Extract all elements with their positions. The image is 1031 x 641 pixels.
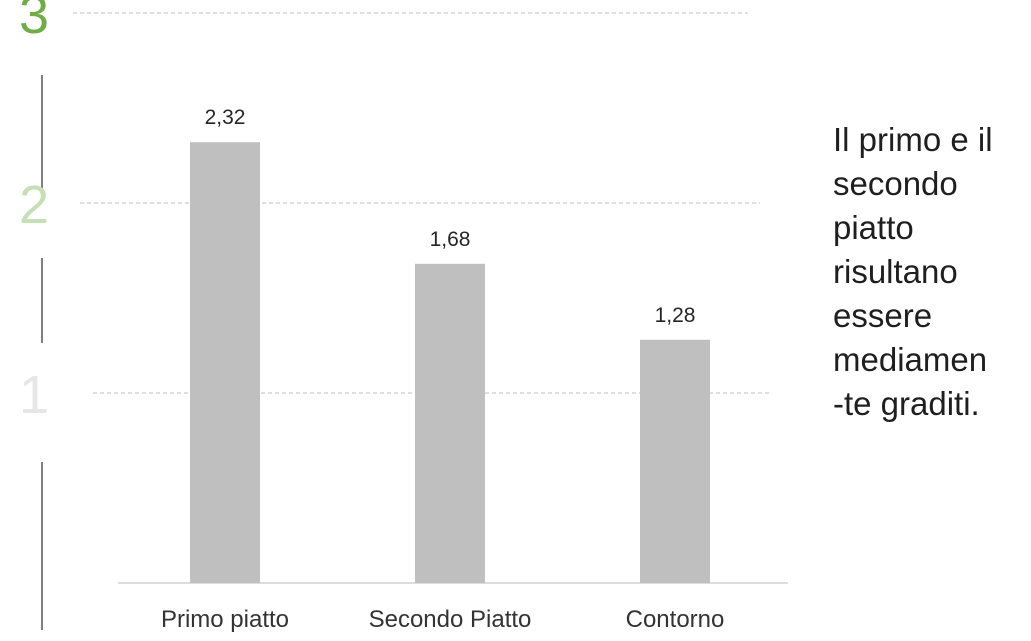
commentary-line: piatto: [833, 206, 1031, 250]
category-labels: Primo piatto Secondo Piatto Contorno: [161, 606, 724, 633]
data-label: 1,68: [430, 228, 471, 251]
commentary-line: risultano: [833, 250, 1031, 294]
category-label: Contorno: [626, 606, 725, 633]
commentary-line: secondo: [833, 162, 1031, 206]
bar: [640, 340, 710, 583]
commentary-line: -te graditi.: [833, 382, 1031, 426]
category-label: Secondo Piatto: [369, 606, 532, 633]
bars: [190, 142, 710, 583]
category-label: Primo piatto: [161, 606, 289, 633]
data-label: 2,32: [205, 106, 246, 129]
commentary-line: essere: [833, 294, 1031, 338]
commentary-line: mediamen: [833, 338, 1031, 382]
commentary-line: Il primo e il: [833, 118, 1031, 162]
bar: [190, 142, 260, 583]
y-tick-label: 1: [19, 365, 49, 425]
data-label: 1,28: [655, 304, 696, 327]
y-tick-label: 3: [19, 0, 49, 45]
commentary-text: Il primo e il secondo piatto risultano e…: [833, 118, 1031, 426]
y-tick-label: 2: [19, 175, 49, 235]
bar: [415, 264, 485, 583]
y-tick-labels: 1 2 3: [19, 0, 49, 425]
